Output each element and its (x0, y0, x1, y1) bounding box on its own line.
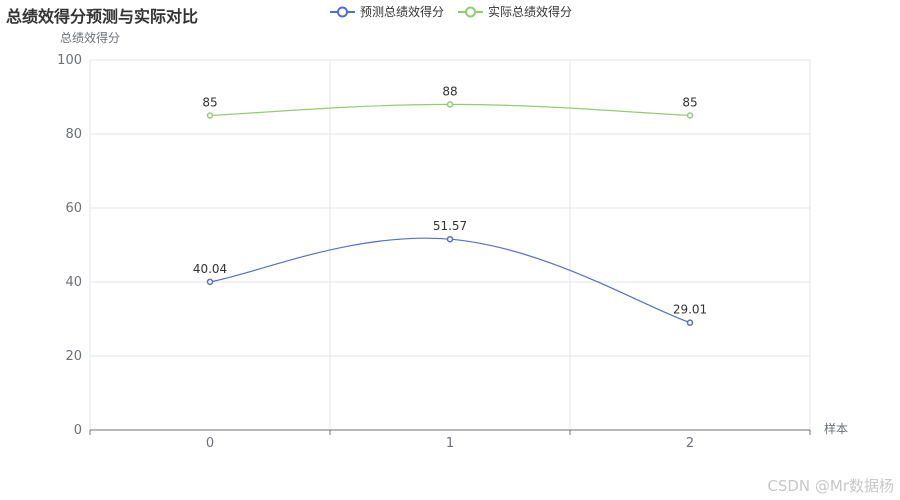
y-axis-label: 总绩效得分 (60, 30, 120, 45)
legend-symbol-actual (458, 6, 484, 17)
data-point (446, 235, 454, 243)
data-point (206, 278, 214, 286)
data-label: 88 (442, 84, 457, 98)
data-label: 40.04 (193, 262, 227, 276)
data-point (686, 319, 694, 326)
y-tick-label: 20 (65, 349, 82, 364)
data-label: 51.57 (433, 219, 467, 233)
series-line-0 (209, 237, 691, 324)
y-tick-label: 60 (65, 201, 82, 216)
data-point (446, 101, 454, 108)
x-tick-label: 2 (686, 436, 694, 451)
legend-item-actual[interactable]: 实际总绩效得分 (458, 3, 572, 20)
data-label: 29.01 (673, 303, 707, 317)
data-label: 85 (202, 96, 217, 110)
legend-item-predicted[interactable]: 预测总绩效得分 (330, 3, 444, 20)
legend-label-actual: 实际总绩效得分 (488, 5, 573, 19)
y-tick-label: 40 (65, 275, 82, 290)
data-point (206, 112, 214, 119)
x-tick-label: 0 (206, 436, 214, 451)
data-point (686, 112, 694, 119)
x-tick-label: 1 (446, 436, 454, 451)
x-axis-label: 样本 (824, 421, 848, 436)
legend: 预测总绩效得分 实际总绩效得分 (330, 3, 572, 20)
legend-label-predicted: 预测总绩效得分 (360, 5, 445, 19)
chart-title: 总绩效得分预测与实际对比 (6, 7, 199, 26)
data-label: 85 (682, 96, 697, 110)
y-tick-label: 100 (57, 53, 82, 68)
y-tick-label: 0 (74, 423, 82, 438)
y-tick-label: 80 (65, 127, 82, 142)
legend-symbol-predicted (330, 6, 355, 17)
watermark: CSDN @Mr数据杨 (767, 477, 894, 495)
